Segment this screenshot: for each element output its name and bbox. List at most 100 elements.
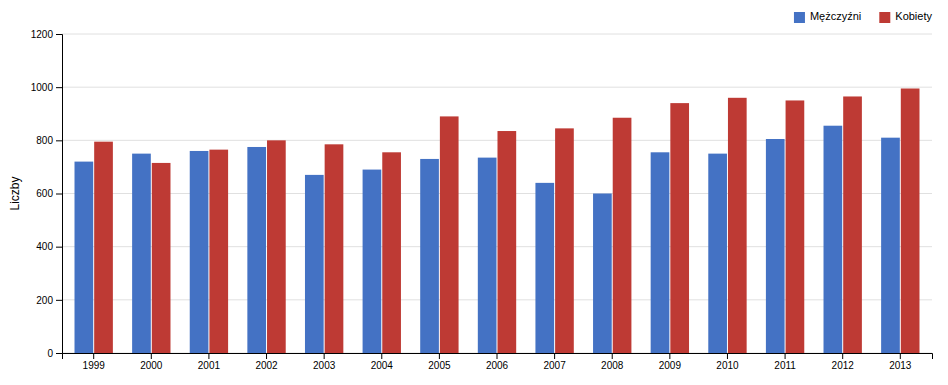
bar bbox=[901, 88, 920, 353]
bar bbox=[651, 152, 670, 353]
x-tick: 2011 bbox=[774, 353, 796, 371]
x-tick: 2008 bbox=[601, 353, 624, 371]
bars bbox=[75, 88, 920, 353]
x-tick: 2010 bbox=[716, 353, 739, 371]
bar bbox=[94, 142, 113, 353]
y-tick-mark bbox=[56, 247, 62, 248]
bar bbox=[613, 118, 632, 353]
grid-line bbox=[62, 34, 932, 35]
bar bbox=[267, 140, 286, 353]
bar bbox=[881, 138, 900, 353]
bar bbox=[766, 139, 785, 353]
x-tick-mark bbox=[93, 353, 94, 359]
y-tick-label: 1000 bbox=[31, 82, 54, 93]
x-tick-mark bbox=[151, 353, 152, 359]
x-tick-label: 2003 bbox=[313, 360, 336, 371]
x-tick-label: 2000 bbox=[140, 360, 163, 371]
bar-series bbox=[75, 126, 900, 353]
chart: 0200400600800100012001999200020012002200… bbox=[0, 0, 948, 385]
grid-line bbox=[62, 87, 932, 88]
x-tick: 2007 bbox=[543, 353, 566, 371]
y-tick: 200 bbox=[36, 295, 62, 306]
x-tick-label: 2004 bbox=[371, 360, 394, 371]
y-axis: 0 200 400 600 800 1000 1200 bbox=[31, 29, 63, 359]
y-tick: 0 bbox=[47, 348, 62, 359]
x-tick: 2013 bbox=[889, 353, 912, 371]
x-tick-mark bbox=[842, 353, 843, 359]
legend: Mężczyźni Kobiety bbox=[794, 10, 933, 23]
y-tick-label: 800 bbox=[36, 135, 53, 146]
x-axis: 1999200020012002200320042005200620072008… bbox=[63, 353, 933, 371]
bar bbox=[824, 126, 843, 353]
legend-label: Mężczyźni bbox=[810, 10, 861, 22]
bar bbox=[708, 154, 727, 353]
x-tick-label: 2008 bbox=[601, 360, 624, 371]
y-tick-label: 600 bbox=[36, 188, 53, 199]
bar-series bbox=[94, 88, 919, 353]
y-axis-line bbox=[56, 35, 63, 354]
x-tick-mark bbox=[497, 353, 498, 359]
x-tick: 2009 bbox=[659, 353, 682, 371]
bar bbox=[247, 147, 266, 353]
bar bbox=[728, 98, 747, 353]
plot-area: 0200400600800100012001999200020012002200… bbox=[31, 29, 933, 371]
x-tick-mark bbox=[266, 353, 267, 359]
bar bbox=[535, 183, 554, 353]
x-tick-mark bbox=[554, 353, 555, 359]
y-tick-label: 0 bbox=[47, 348, 53, 359]
x-tick-label: 2011 bbox=[774, 360, 796, 371]
bar bbox=[382, 152, 401, 353]
bar bbox=[497, 131, 516, 353]
y-tick-mark bbox=[56, 300, 62, 301]
x-tick-mark bbox=[669, 353, 670, 359]
bar bbox=[132, 154, 151, 353]
y-tick-label: 200 bbox=[36, 295, 53, 306]
x-tick: 2005 bbox=[428, 353, 451, 371]
y-tick-label: 400 bbox=[36, 241, 53, 252]
x-tick-label: 2012 bbox=[832, 360, 855, 371]
bar bbox=[75, 162, 94, 353]
y-tick-mark bbox=[56, 353, 62, 354]
y-tick: 400 bbox=[36, 241, 62, 252]
bar bbox=[209, 150, 228, 353]
x-tick-mark bbox=[785, 353, 786, 359]
x-tick: 1999 bbox=[83, 353, 106, 371]
bar bbox=[363, 170, 382, 353]
x-axis-line bbox=[63, 354, 933, 360]
y-tick: 1000 bbox=[31, 82, 62, 93]
x-tick: 2000 bbox=[140, 353, 163, 371]
x-tick-label: 2007 bbox=[543, 360, 566, 371]
legend-swatch bbox=[879, 12, 890, 23]
x-tick-mark bbox=[727, 353, 728, 359]
x-tick-label: 2013 bbox=[889, 360, 912, 371]
x-tick-label: 2005 bbox=[428, 360, 451, 371]
y-tick: 600 bbox=[36, 188, 62, 199]
bar bbox=[152, 163, 171, 353]
x-tick-mark bbox=[900, 353, 901, 359]
x-tick: 2002 bbox=[255, 353, 278, 371]
bar bbox=[478, 158, 497, 353]
x-tick-label: 1999 bbox=[83, 360, 106, 371]
bar bbox=[420, 159, 439, 353]
y-tick-mark bbox=[56, 140, 62, 141]
x-tick-mark bbox=[612, 353, 613, 359]
bar bbox=[305, 175, 324, 353]
y-tick-mark bbox=[56, 34, 62, 35]
bar bbox=[843, 96, 862, 353]
y-tick-label: 1200 bbox=[31, 29, 54, 40]
y-tick-mark bbox=[56, 194, 62, 195]
bar bbox=[555, 128, 574, 353]
bar bbox=[786, 100, 805, 353]
y-tick: 1200 bbox=[31, 29, 62, 40]
x-tick-mark bbox=[439, 353, 440, 359]
x-tick-mark bbox=[381, 353, 382, 359]
x-tick-label: 2002 bbox=[255, 360, 278, 371]
bar bbox=[670, 103, 689, 353]
x-tick: 2006 bbox=[486, 353, 509, 371]
legend-item: Kobiety bbox=[879, 10, 932, 23]
bar bbox=[440, 116, 459, 353]
y-tick: 800 bbox=[36, 135, 62, 146]
x-tick: 2012 bbox=[832, 353, 855, 371]
x-tick-label: 2009 bbox=[659, 360, 682, 371]
grid bbox=[62, 34, 932, 353]
